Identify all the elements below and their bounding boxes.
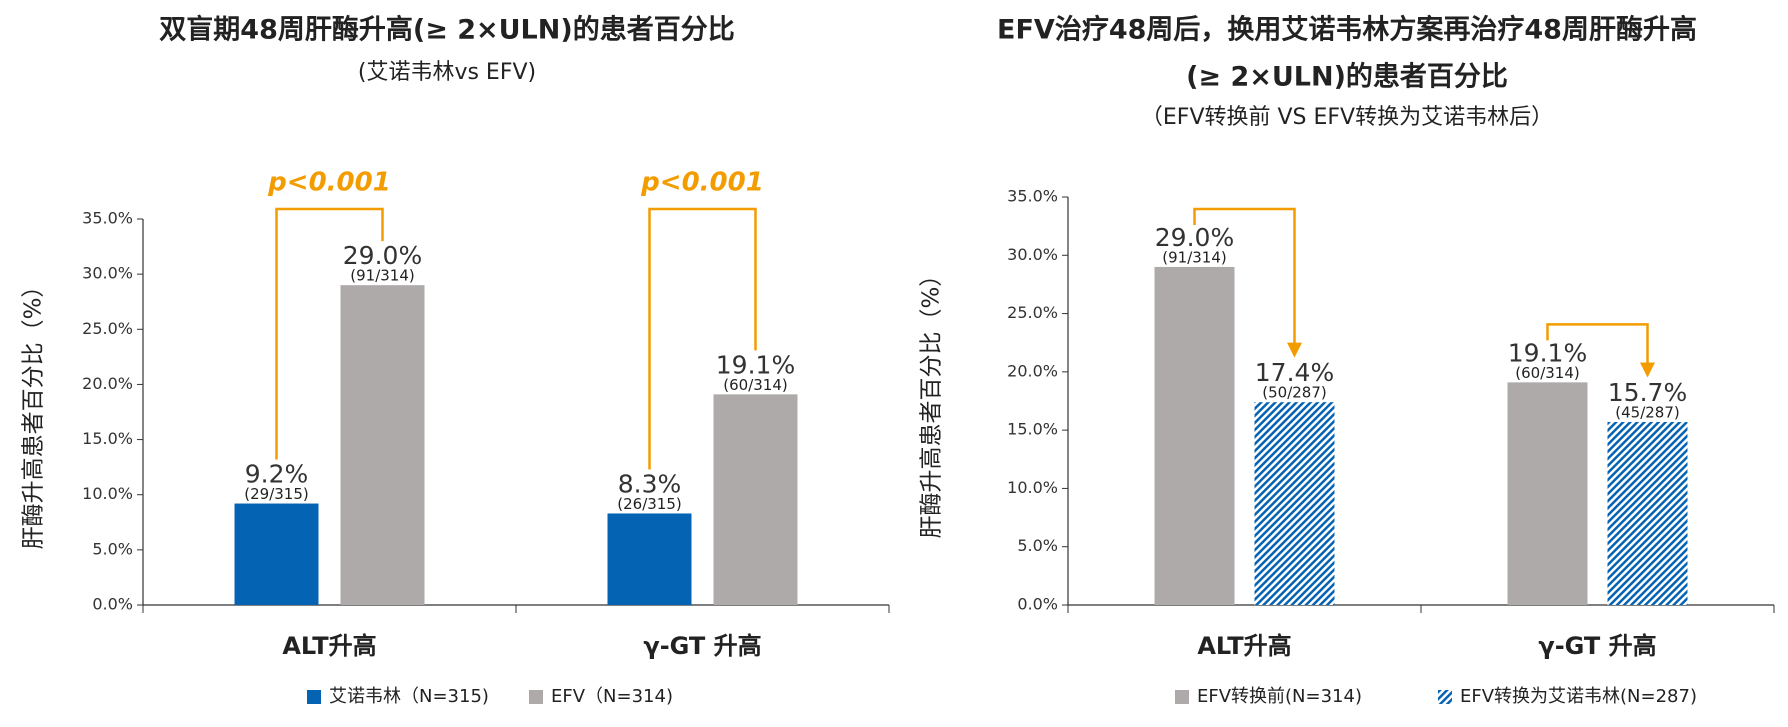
value-label: 9.2%	[245, 460, 309, 489]
legend-label: EFV转换为艾诺韦林(N=287)	[1460, 686, 1697, 707]
y-tick-label: 15.0%	[1007, 420, 1058, 439]
y-tick-label: 0.0%	[92, 595, 133, 614]
y-tick-label: 10.0%	[82, 484, 133, 503]
bar	[1607, 421, 1688, 605]
x-tick-label: ALT升高	[282, 632, 376, 660]
count-label: (50/287)	[1262, 384, 1326, 402]
bar	[607, 513, 692, 605]
bracket	[648, 207, 757, 470]
arrow	[1546, 323, 1655, 378]
x-tick-label: ALT升高	[1197, 632, 1291, 660]
y-tick-label: 35.0%	[1007, 187, 1058, 206]
value-label: 17.4%	[1255, 358, 1334, 387]
y-tick-label: 20.0%	[82, 374, 133, 393]
bracket	[275, 207, 384, 460]
value-label: 15.7%	[1608, 378, 1687, 407]
bar	[234, 503, 319, 605]
y-tick-label: 35.0%	[82, 209, 133, 228]
chart-title: (≥ 2×ULN)的患者百分比	[1186, 61, 1508, 93]
count-label: (60/314)	[1515, 364, 1579, 382]
count-label: (60/314)	[723, 376, 787, 394]
bar	[1254, 402, 1335, 605]
count-label: (91/314)	[1162, 248, 1226, 266]
count-label: (91/314)	[350, 267, 414, 285]
bar	[713, 394, 798, 605]
p-value: p<0.001	[267, 168, 391, 198]
y-axis-label: 肝酶升高患者百分比（%）	[919, 264, 945, 539]
value-label: 19.1%	[1508, 338, 1587, 367]
y-tick-label: 15.0%	[82, 429, 133, 448]
p-value: p<0.001	[640, 168, 764, 198]
y-tick-label: 5.0%	[92, 539, 133, 558]
value-label: 29.0%	[1155, 223, 1234, 252]
count-label: (29/315)	[244, 485, 308, 503]
y-axis-label: 肝酶升高患者百分比（%）	[21, 275, 47, 550]
legend-swatch	[307, 690, 321, 704]
legend-label: EFV（N=314)	[551, 686, 673, 707]
bar	[1507, 382, 1588, 605]
y-tick-label: 5.0%	[1017, 536, 1058, 555]
bar	[340, 285, 425, 605]
value-label: 19.1%	[716, 350, 795, 379]
chart-subtitle: (艾诺韦林vs EFV)	[358, 60, 536, 85]
legend-label: 艾诺韦林（N=315)	[329, 686, 489, 707]
y-tick-label: 30.0%	[1007, 245, 1058, 264]
y-tick-label: 0.0%	[1017, 595, 1058, 614]
value-label: 8.3%	[618, 469, 682, 498]
legend-swatch	[529, 690, 543, 704]
legend-label: EFV转换前(N=314)	[1197, 686, 1362, 707]
chart-subtitle: （EFV转换前 VS EFV转换为艾诺韦林后）	[1141, 105, 1553, 130]
legend-swatch	[1175, 690, 1189, 704]
count-label: (45/287)	[1615, 403, 1679, 421]
y-tick-label: 25.0%	[1007, 303, 1058, 322]
value-label: 29.0%	[343, 241, 422, 270]
y-tick-label: 20.0%	[1007, 361, 1058, 380]
y-tick-label: 10.0%	[1007, 478, 1058, 497]
arrow	[1193, 207, 1302, 358]
chart-title: EFV治疗48周后，换用艾诺韦林方案再治疗48周肝酶升高	[997, 14, 1697, 46]
x-tick-label: γ-GT 升高	[643, 632, 761, 660]
legend-swatch	[1438, 690, 1452, 704]
y-tick-label: 25.0%	[82, 319, 133, 338]
count-label: (26/315)	[617, 495, 681, 513]
bar	[1154, 266, 1235, 605]
chart-title: 双盲期48周肝酶升高(≥ 2×ULN)的患者百分比	[159, 14, 734, 46]
x-tick-label: γ-GT 升高	[1538, 632, 1656, 660]
y-tick-label: 30.0%	[82, 264, 133, 283]
